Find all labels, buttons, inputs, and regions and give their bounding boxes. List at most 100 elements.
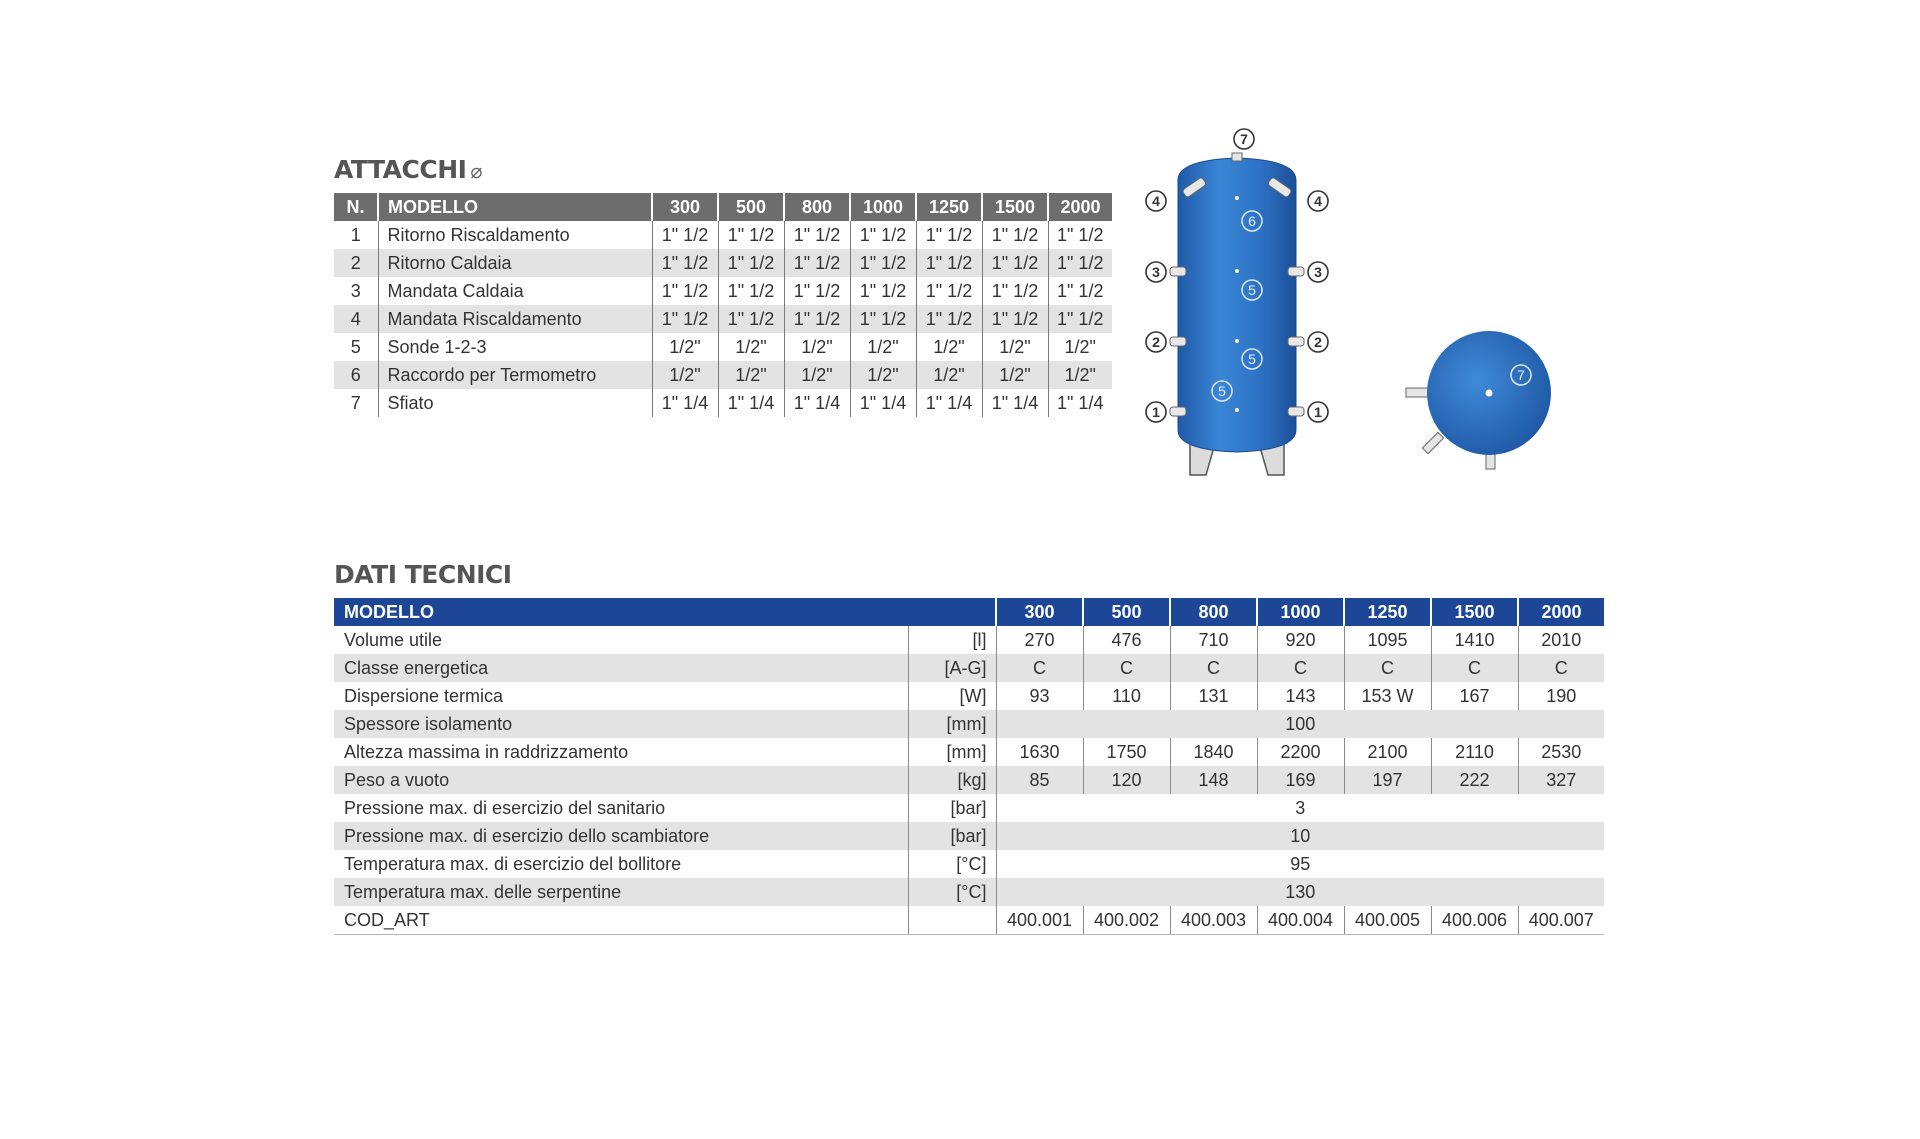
row-label: Ritorno Riscaldamento — [377, 221, 652, 249]
row-value: 2010 — [1517, 626, 1604, 654]
row-value: 2100 — [1343, 738, 1431, 766]
table-row: Altezza massima in raddrizzamento [mm] 163… — [334, 738, 1604, 766]
row-value: 1" 1/2 — [849, 305, 916, 333]
table-row: Temperatura max. di esercizio del bollit… — [334, 850, 1604, 878]
row-value: 1" 1/4 — [915, 389, 982, 417]
top-fitting-left — [1405, 387, 1429, 398]
row-number: 5 — [350, 336, 361, 357]
row-value: 190 — [1517, 682, 1604, 710]
row-value: 1" 1/4 — [849, 389, 916, 417]
row-value: 1" 1/2 — [915, 249, 982, 277]
row-value: 167 — [1430, 682, 1518, 710]
attacchi-header-cell: 1000 — [849, 193, 916, 221]
row-label: Altezza massima in raddrizzamento — [344, 741, 629, 762]
table-row: 1 Ritorno Riscaldamento 1" 1/2 1" 1/2 1" 1/2… — [334, 221, 1112, 249]
row-value: 1" 1/4 — [1047, 389, 1112, 417]
row-value: 1" 1/2 — [783, 277, 850, 305]
row-unit: [l] — [907, 626, 996, 654]
table-row: Peso a vuoto [kg] 85 120 148 169 197 222 327 — [334, 766, 1604, 794]
row-value: 1750 — [1082, 738, 1170, 766]
label-6: 6 — [1248, 213, 1256, 229]
label-1-left: 1 — [1152, 404, 1160, 420]
label-5b: 5 — [1248, 351, 1256, 367]
dati-tecnici-header-row: MODELLO 300 500 800 1000 1250 1500 2000 — [334, 598, 1604, 626]
row-value: 1" 1/2 — [981, 249, 1048, 277]
row-value: 1410 — [1430, 626, 1518, 654]
row-value: 1" 1/2 — [783, 305, 850, 333]
row-value: 1" 1/2 — [1047, 277, 1112, 305]
table-row: Dispersione termica [W] 93 110 131 143 153 W 16… — [334, 682, 1604, 710]
row-label: Classe energetica — [334, 654, 908, 682]
row-value: 1" 1/2 — [915, 305, 982, 333]
row-value: 1" 1/2 — [849, 249, 916, 277]
dati-header-cell: 500 — [1082, 598, 1170, 626]
row-value: 1/2" — [1047, 361, 1112, 389]
dati-header-cell: MODELLO — [334, 598, 996, 626]
row-value: C — [1082, 654, 1170, 682]
label-2-right: 2 — [1314, 334, 1322, 350]
label-2-left: 2 — [1152, 334, 1160, 350]
row-value: 476 — [1082, 626, 1170, 654]
row-value: 197 — [1343, 766, 1431, 794]
row-value: 153 W — [1343, 682, 1431, 710]
dati-header-cell: 1000 — [1256, 598, 1344, 626]
row-value: 1" 1/2 — [915, 277, 982, 305]
row-value: 400.001 — [995, 906, 1083, 935]
row-value: 1/2" — [783, 333, 850, 361]
row-value: 1" 1/2 — [981, 277, 1048, 305]
row-value: 1/2" — [717, 333, 784, 361]
attacchi-header-cell: MODELLO — [377, 193, 652, 221]
row-value: 1" 1/2 — [717, 305, 784, 333]
row-unit: [W] — [907, 682, 996, 710]
table-row: COD_ART 400.001 400.002 400.003 400.004 400.0… — [334, 906, 1604, 935]
row-number: 3 — [350, 280, 361, 301]
row-value: 1" 1/2 — [651, 249, 718, 277]
row-value-span: 95 — [995, 850, 1604, 878]
row-label: Temperatura max. delle serpentine — [334, 878, 908, 906]
row-value: 1" 1/2 — [849, 221, 916, 249]
row-label: Sonde 1-2-3 — [377, 333, 652, 361]
row-value: 1/2" — [981, 333, 1048, 361]
row-value: C — [1430, 654, 1518, 682]
side-fittings — [1169, 266, 1305, 417]
tank-front-view: 6 5 5 5 7 4 4 3 3 2 2 1 1 — [1145, 128, 1329, 476]
dati-header-cell: 1500 — [1430, 598, 1518, 626]
probe-dots — [1235, 196, 1239, 412]
attacchi-header-cell: 500 — [717, 193, 784, 221]
row-value: 400.005 — [1343, 906, 1431, 935]
attacchi-title: ATTACCHI ⌀ — [334, 155, 482, 184]
table-row: 3 Mandata Caldaia 1" 1/2 1" 1/2 1" 1/2 1" 1/2… — [334, 277, 1112, 305]
row-value: 131 — [1169, 682, 1257, 710]
row-value: 1" 1/4 — [981, 389, 1048, 417]
row-label: Mandata Riscaldamento — [377, 305, 652, 333]
row-value: 1/2" — [849, 333, 916, 361]
row-label: Peso a vuoto — [334, 766, 908, 794]
row-value: 1/2" — [717, 361, 784, 389]
row-value: 1" 1/2 — [1047, 249, 1112, 277]
fitting-4-left — [1182, 177, 1207, 198]
row-value: 169 — [1256, 766, 1344, 794]
tank-body — [1177, 157, 1297, 453]
row-value: 920 — [1256, 626, 1344, 654]
row-value: 148 — [1169, 766, 1257, 794]
row-value: 400.003 — [1169, 906, 1257, 935]
attacchi-header-cell: 300 — [651, 193, 718, 221]
attacchi-header-cell: 800 — [783, 193, 850, 221]
row-value: 1" 1/2 — [915, 221, 982, 249]
row-value: 1/2" — [651, 333, 718, 361]
row-value: C — [1517, 654, 1604, 682]
row-value: 1" 1/2 — [717, 277, 784, 305]
row-value: 110 — [1082, 682, 1170, 710]
row-value: 1630 — [995, 738, 1083, 766]
row-label: Volume utile — [344, 629, 443, 650]
row-value-span: 3 — [995, 794, 1604, 822]
row-value: 2200 — [1256, 738, 1344, 766]
row-value-span: 100 — [995, 710, 1604, 738]
diameter-icon: ⌀ — [470, 159, 482, 183]
row-value: 85 — [995, 766, 1083, 794]
row-value: 1" 1/4 — [783, 389, 850, 417]
row-value: 1" 1/2 — [1047, 221, 1112, 249]
table-row: 6 Raccordo per Termometro 1/2" 1/2" 1/2" 1/2"… — [334, 361, 1112, 389]
row-value: 143 — [1256, 682, 1344, 710]
tank-top-view: 7 — [1405, 331, 1551, 470]
